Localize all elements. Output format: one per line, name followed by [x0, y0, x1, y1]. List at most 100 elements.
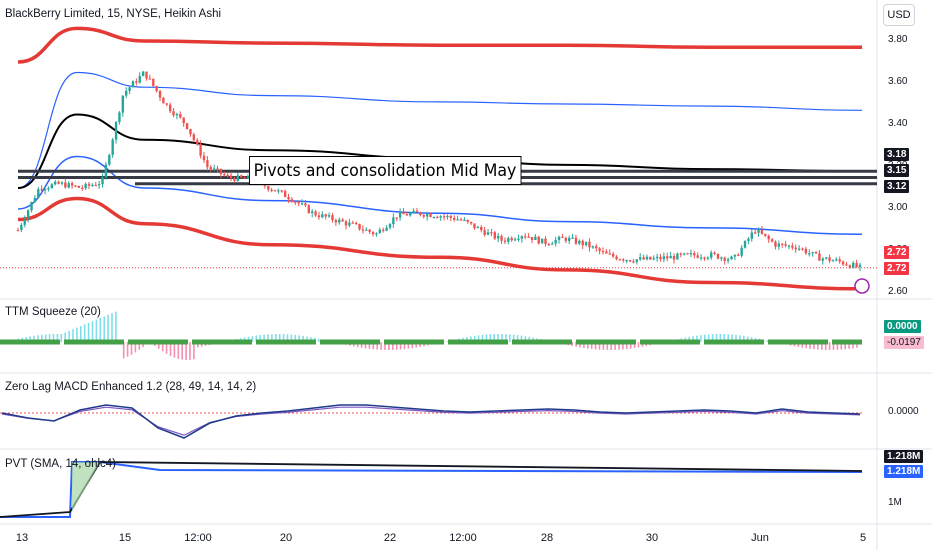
candle-body	[74, 185, 77, 187]
ttm-histogram-bar	[185, 342, 187, 360]
candle-body	[141, 71, 145, 77]
ttm-histogram-bar	[83, 324, 86, 342]
candle-body	[524, 236, 527, 238]
candle-body	[50, 184, 54, 189]
candle-body	[794, 247, 797, 250]
candle-body	[94, 184, 97, 187]
candle-body	[84, 183, 87, 189]
ttm-histogram-bar	[161, 342, 164, 352]
annotation-text-box[interactable]: Pivots and consolidation Mid May	[249, 156, 522, 185]
candle-body	[733, 254, 737, 257]
candle-body	[148, 78, 152, 80]
candle-body	[199, 144, 202, 156]
candle-body	[588, 241, 591, 248]
candle-body	[439, 216, 442, 218]
candle-body	[121, 95, 125, 113]
candle-body	[615, 256, 618, 260]
candle-body	[185, 123, 189, 129]
candle-body	[378, 229, 382, 234]
ttm-histogram-bar	[637, 342, 640, 348]
ttm-histogram-bar	[372, 342, 375, 350]
ttm-histogram-bar	[376, 342, 378, 350]
pvt-title[interactable]: PVT (SMA, 14, ohlc4)	[5, 458, 116, 470]
candle-body	[476, 226, 480, 229]
candle-body	[402, 211, 405, 215]
ttm-histogram-bar	[364, 342, 367, 349]
candle-body	[365, 229, 368, 231]
ttm-value-badge: 0.0000	[884, 320, 921, 333]
candle-body	[419, 212, 422, 216]
candle-body	[618, 259, 622, 261]
price-tick: 2.60	[888, 286, 908, 297]
ttm-histogram-bar	[817, 342, 819, 350]
candle-body	[91, 184, 94, 187]
candle-body	[757, 229, 760, 233]
candle-body	[608, 253, 611, 255]
candle-body	[453, 217, 456, 220]
ttm-squeeze-title[interactable]: TTM Squeeze (20)	[5, 306, 101, 318]
ttm-histogram-bar	[473, 335, 476, 342]
candle-body	[848, 265, 852, 268]
ttm-histogram-bar	[840, 342, 843, 350]
macd-title[interactable]: Zero Lag MACD Enhanced 1.2 (28, 49, 14, …	[5, 381, 257, 393]
candle-body	[561, 236, 564, 239]
candle-body	[314, 211, 317, 216]
candle-body	[551, 243, 554, 245]
ttm-histogram-bar	[263, 334, 265, 342]
candle-body	[361, 229, 365, 231]
macd-line	[1, 404, 861, 439]
candle-body	[537, 236, 540, 244]
ttm-histogram-bar	[44, 334, 47, 342]
ttm-histogram-bar	[126, 342, 129, 357]
candle-body	[716, 253, 720, 259]
candle-body	[415, 210, 419, 213]
ttm-histogram-bar	[298, 335, 300, 342]
candle-body	[26, 210, 30, 220]
candle-body	[131, 81, 135, 88]
candle-body	[104, 164, 108, 178]
pvt-1m-tick: 1M	[888, 497, 902, 508]
candle-body	[331, 215, 334, 221]
candle-body	[223, 174, 226, 176]
candle-body	[459, 219, 463, 221]
ttm-histogram-bar	[700, 335, 702, 342]
time-tick: 28	[540, 532, 554, 544]
candle-body	[791, 245, 794, 248]
ttm-histogram-bar	[302, 335, 304, 342]
candle-body	[409, 213, 412, 216]
candle-body	[767, 235, 770, 240]
ttm-histogram-bar	[173, 342, 176, 358]
ttm-histogram-bar	[731, 334, 733, 342]
candle-body	[398, 211, 402, 218]
ttm-histogram-bar	[56, 334, 59, 342]
candle-body	[547, 244, 551, 246]
time-tick: Jun	[751, 532, 769, 544]
candle-body	[808, 253, 811, 255]
candle-body	[280, 190, 283, 192]
candle-body	[659, 256, 662, 260]
ttm-histogram-bar	[821, 342, 823, 350]
candle-body	[165, 103, 168, 105]
candle-body	[750, 232, 753, 239]
candle-body	[212, 168, 216, 170]
ttm-histogram-bar	[723, 334, 726, 342]
price-badge: 3.12	[884, 180, 910, 193]
ttm-histogram-bar	[87, 322, 90, 342]
ttm-histogram-bar	[68, 330, 70, 342]
currency-button[interactable]: USD	[883, 4, 915, 26]
candle-body	[642, 257, 645, 260]
candle-body	[611, 253, 615, 257]
ttm-histogram-bar	[91, 321, 94, 342]
candle-body	[162, 97, 165, 104]
candle-body	[669, 255, 672, 259]
ttm-histogram-bar	[828, 342, 831, 350]
candle-body	[520, 236, 524, 239]
candle-body	[145, 71, 148, 79]
candle-body	[635, 259, 639, 262]
candle-body	[246, 176, 250, 179]
pvt-value-badge: 1.218M	[884, 465, 924, 478]
ttm-histogram-bar	[852, 342, 854, 349]
candle-body	[774, 241, 777, 247]
ttm-histogram-bar	[177, 342, 180, 359]
